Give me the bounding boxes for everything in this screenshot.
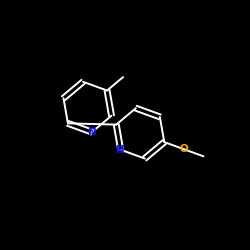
Text: N: N <box>88 127 96 137</box>
Text: N: N <box>116 145 125 155</box>
Text: O: O <box>180 144 188 154</box>
